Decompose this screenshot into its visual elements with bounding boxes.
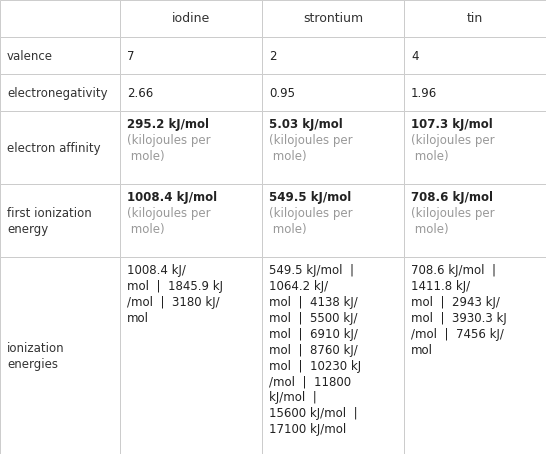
Text: mol  |  8760 kJ/: mol | 8760 kJ/ [269, 344, 358, 357]
Bar [262, 257, 404, 454]
Text: 2.66: 2.66 [127, 87, 153, 100]
Bar [262, 184, 404, 257]
Text: 549.5 kJ/mol  |: 549.5 kJ/mol | [269, 264, 354, 277]
Text: 1.96: 1.96 [411, 87, 437, 100]
Text: strontium: strontium [303, 12, 363, 25]
Text: mol  |  6910 kJ/: mol | 6910 kJ/ [269, 328, 358, 341]
Text: electron affinity: electron affinity [7, 142, 100, 155]
Bar [120, 111, 262, 184]
Text: iodine: iodine [172, 12, 210, 25]
Text: 1411.8 kJ/: 1411.8 kJ/ [411, 280, 470, 293]
Text: 708.6 kJ/mol: 708.6 kJ/mol [411, 191, 493, 204]
Bar [0, 257, 120, 454]
Text: mol  |  3930.3 kJ: mol | 3930.3 kJ [411, 312, 507, 325]
Text: mol: mol [127, 312, 149, 325]
Text: (kilojoules per: (kilojoules per [269, 134, 353, 147]
Text: energy: energy [7, 223, 48, 236]
Bar [120, 184, 262, 257]
Text: 1008.4 kJ/: 1008.4 kJ/ [127, 264, 186, 277]
Text: 2: 2 [269, 50, 276, 63]
Text: mol  |  5500 kJ/: mol | 5500 kJ/ [269, 312, 358, 325]
Text: mole): mole) [411, 150, 449, 163]
Text: electronegativity: electronegativity [7, 87, 108, 100]
Text: kJ/mol  |: kJ/mol | [269, 391, 317, 405]
Text: (kilojoules per: (kilojoules per [269, 207, 353, 220]
Text: mole): mole) [411, 223, 449, 236]
Bar [262, 37, 404, 74]
Bar [0, 37, 120, 74]
Text: mol  |  2943 kJ/: mol | 2943 kJ/ [411, 296, 500, 309]
Bar [262, 0, 404, 37]
Text: 15600 kJ/mol  |: 15600 kJ/mol | [269, 407, 358, 420]
Text: first ionization: first ionization [7, 207, 92, 220]
Text: (kilojoules per: (kilojoules per [127, 207, 211, 220]
Text: valence: valence [7, 50, 53, 63]
Text: 708.6 kJ/mol  |: 708.6 kJ/mol | [411, 264, 496, 277]
Text: mole): mole) [269, 223, 307, 236]
Bar [120, 0, 262, 37]
Text: 549.5 kJ/mol: 549.5 kJ/mol [269, 191, 351, 204]
Text: mol  |  4138 kJ/: mol | 4138 kJ/ [269, 296, 358, 309]
Bar [404, 37, 546, 74]
Text: /mol  |  3180 kJ/: /mol | 3180 kJ/ [127, 296, 219, 309]
Text: 107.3 kJ/mol: 107.3 kJ/mol [411, 118, 492, 131]
Bar [404, 184, 546, 257]
Text: /mol  |  7456 kJ/: /mol | 7456 kJ/ [411, 328, 504, 341]
Text: (kilojoules per: (kilojoules per [411, 134, 495, 147]
Text: mol  |  10230 kJ: mol | 10230 kJ [269, 360, 361, 373]
Text: 17100 kJ/mol: 17100 kJ/mol [269, 424, 346, 436]
Text: 0.95: 0.95 [269, 87, 295, 100]
Text: mol  |  1845.9 kJ: mol | 1845.9 kJ [127, 280, 223, 293]
Bar [262, 74, 404, 111]
Bar [404, 257, 546, 454]
Bar [120, 74, 262, 111]
Bar [404, 111, 546, 184]
Bar [0, 111, 120, 184]
Text: 295.2 kJ/mol: 295.2 kJ/mol [127, 118, 209, 131]
Bar [0, 74, 120, 111]
Bar [120, 37, 262, 74]
Text: 4: 4 [411, 50, 418, 63]
Bar [404, 74, 546, 111]
Text: energies: energies [7, 358, 58, 371]
Text: mole): mole) [127, 223, 165, 236]
Text: mole): mole) [269, 150, 307, 163]
Text: /mol  |  11800: /mol | 11800 [269, 375, 351, 389]
Text: 7: 7 [127, 50, 134, 63]
Text: ionization: ionization [7, 342, 64, 355]
Bar [0, 184, 120, 257]
Text: tin: tin [467, 12, 483, 25]
Text: mole): mole) [127, 150, 165, 163]
Bar [262, 111, 404, 184]
Text: 1064.2 kJ/: 1064.2 kJ/ [269, 280, 328, 293]
Bar [0, 0, 120, 37]
Text: (kilojoules per: (kilojoules per [127, 134, 211, 147]
Bar [120, 257, 262, 454]
Text: 1008.4 kJ/mol: 1008.4 kJ/mol [127, 191, 217, 204]
Text: mol: mol [411, 344, 433, 357]
Bar [404, 0, 546, 37]
Text: (kilojoules per: (kilojoules per [411, 207, 495, 220]
Text: 5.03 kJ/mol: 5.03 kJ/mol [269, 118, 343, 131]
